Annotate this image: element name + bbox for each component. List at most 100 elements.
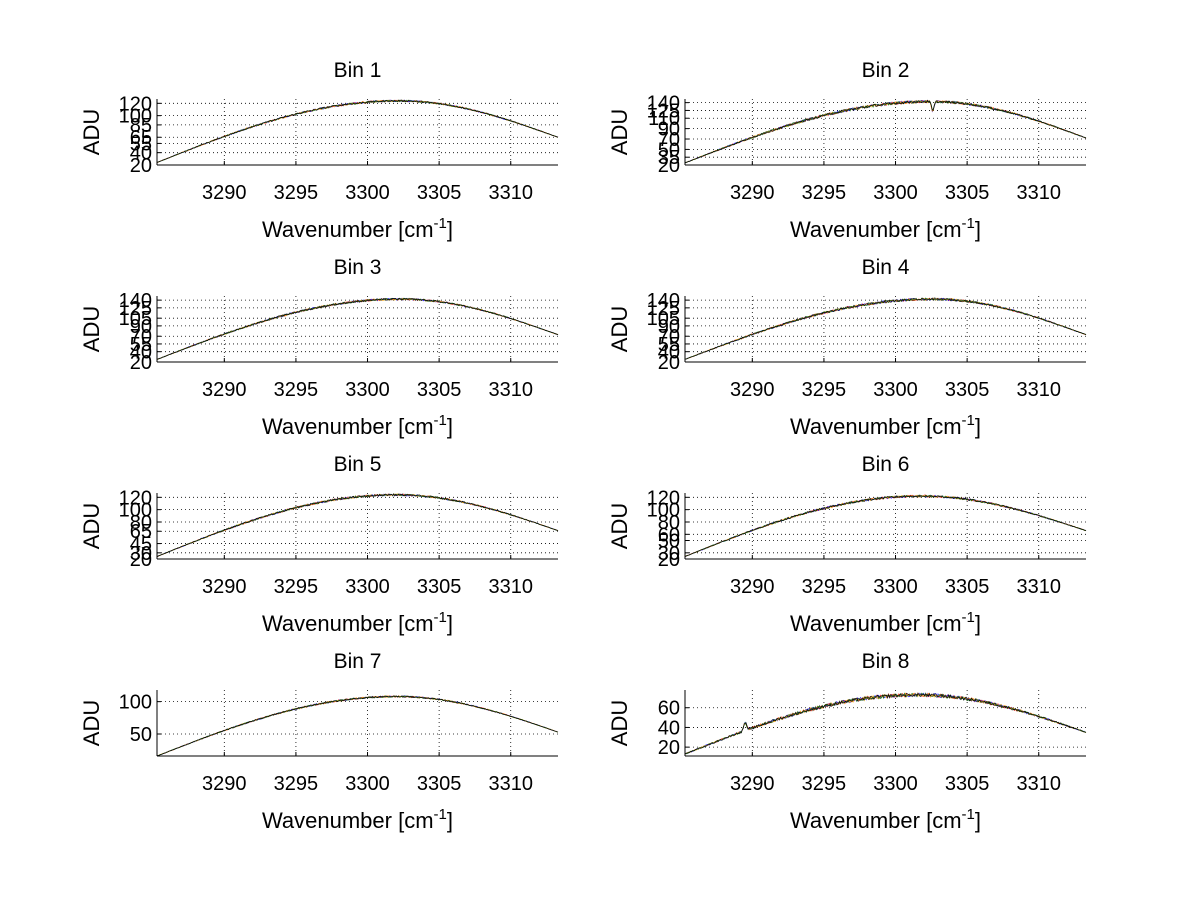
x-tick-label: 3290 [730, 182, 775, 204]
y-tick-label: 20 [658, 352, 680, 374]
x-tick-label: 3300 [873, 773, 918, 795]
x-tick-label: 3305 [945, 379, 990, 401]
x-tick-label: 3305 [945, 182, 990, 204]
x-axis-label: Wavenumber [cm-1] [262, 609, 453, 636]
y-tick-label: 20 [658, 549, 680, 571]
x-tick-label: 3295 [802, 379, 847, 401]
y-tick-label: 45 [130, 534, 152, 556]
y-tick-label: 60 [658, 698, 680, 720]
subplot-title: Bin 4 [862, 256, 910, 279]
spectrum-series-5 [684, 99, 1087, 164]
y-tick-label: 120 [119, 487, 152, 509]
x-tick-label: 3300 [873, 576, 918, 598]
x-tick-label: 3290 [730, 773, 775, 795]
subplot-title: Bin 6 [862, 453, 910, 476]
x-tick-label: 3295 [802, 182, 847, 204]
x-tick-label: 3300 [873, 182, 918, 204]
x-tick-label: 3290 [202, 379, 247, 401]
x-tick-label: 3300 [873, 379, 918, 401]
y-tick-label: 40 [658, 717, 680, 739]
subplot-title: Bin 5 [334, 453, 382, 476]
y-tick-label: 90 [130, 316, 152, 338]
x-tick-label: 3310 [1016, 773, 1061, 795]
x-axis-label: Wavenumber [cm-1] [262, 412, 453, 439]
x-tick-label: 3305 [417, 182, 462, 204]
x-tick-label: 3295 [274, 379, 319, 401]
y-tick-label: 20 [130, 549, 152, 571]
x-tick-label: 3305 [945, 576, 990, 598]
x-tick-label: 3290 [730, 379, 775, 401]
y-axis-label: ADU [79, 109, 104, 155]
y-tick-label: 70 [130, 326, 152, 348]
axes-background [685, 690, 1086, 756]
x-axis-label: Wavenumber [cm-1] [262, 215, 453, 242]
y-tick-label: 125 [647, 100, 680, 122]
spectrum-series-2 [684, 692, 1087, 754]
spectrum-series-5 [684, 692, 1087, 755]
x-axis-label: Wavenumber [cm-1] [790, 412, 981, 439]
y-tick-label: 100 [119, 692, 152, 714]
y-axis-label: ADU [607, 700, 632, 746]
x-tick-label: 3310 [1016, 182, 1061, 204]
y-tick-label: 50 [130, 724, 152, 746]
y-tick-label: 100 [119, 106, 152, 128]
y-tick-label: 140 [647, 290, 680, 312]
x-tick-label: 3295 [274, 576, 319, 598]
y-tick-label: 125 [119, 298, 152, 320]
y-tick-label: 140 [647, 93, 680, 115]
spectrum-series-5 [684, 297, 1087, 360]
y-tick-label: 85 [130, 115, 152, 137]
subplot-title: Bin 3 [334, 256, 382, 279]
y-tick-label: 60 [658, 524, 680, 546]
y-tick-label: 55 [130, 334, 152, 356]
spectrum-series-5 [156, 99, 559, 163]
x-tick-label: 3290 [730, 576, 775, 598]
spectrum-series-5 [156, 297, 559, 360]
y-tick-label: 80 [130, 512, 152, 534]
y-tick-label: 100 [119, 500, 152, 522]
y-tick-label: 30 [658, 543, 680, 565]
spectrum-series-5 [684, 494, 1087, 557]
axes-background [157, 493, 558, 559]
y-tick-label: 40 [130, 143, 152, 165]
x-tick-label: 3310 [1016, 576, 1061, 598]
x-axis-label: Wavenumber [cm-1] [262, 806, 453, 833]
y-tick-label: 35 [658, 147, 680, 169]
axes-background [157, 296, 558, 362]
x-tick-label: 3300 [345, 576, 390, 598]
y-tick-label: 40 [658, 342, 680, 364]
x-tick-label: 3290 [202, 773, 247, 795]
spectrum-series-5 [156, 493, 559, 558]
y-tick-label: 100 [647, 500, 680, 522]
x-tick-label: 3295 [802, 773, 847, 795]
x-axis-label: Wavenumber [cm-1] [790, 806, 981, 833]
y-tick-label: 90 [658, 316, 680, 338]
subplot-title: Bin 2 [862, 59, 910, 82]
axes-background [685, 99, 1086, 165]
y-tick-label: 40 [130, 342, 152, 364]
y-tick-label: 30 [130, 543, 152, 565]
y-tick-label: 55 [658, 334, 680, 356]
x-tick-label: 3305 [417, 773, 462, 795]
x-tick-label: 3300 [345, 379, 390, 401]
y-tick-label: 105 [119, 308, 152, 330]
y-tick-label: 50 [658, 139, 680, 161]
spectrum-series-5 [156, 695, 559, 757]
y-tick-label: 20 [658, 737, 680, 759]
x-tick-label: 3310 [488, 576, 533, 598]
y-tick-label: 120 [647, 487, 680, 509]
x-tick-label: 3305 [417, 379, 462, 401]
axes-background [685, 493, 1086, 559]
y-tick-label: 70 [658, 129, 680, 151]
x-tick-label: 3295 [274, 182, 319, 204]
x-axis-label: Wavenumber [cm-1] [790, 609, 981, 636]
subplot-bin-7: 3290 3295 3300 3305 3310 50 100 Bin 7 Wavenumber… [79, 650, 559, 833]
